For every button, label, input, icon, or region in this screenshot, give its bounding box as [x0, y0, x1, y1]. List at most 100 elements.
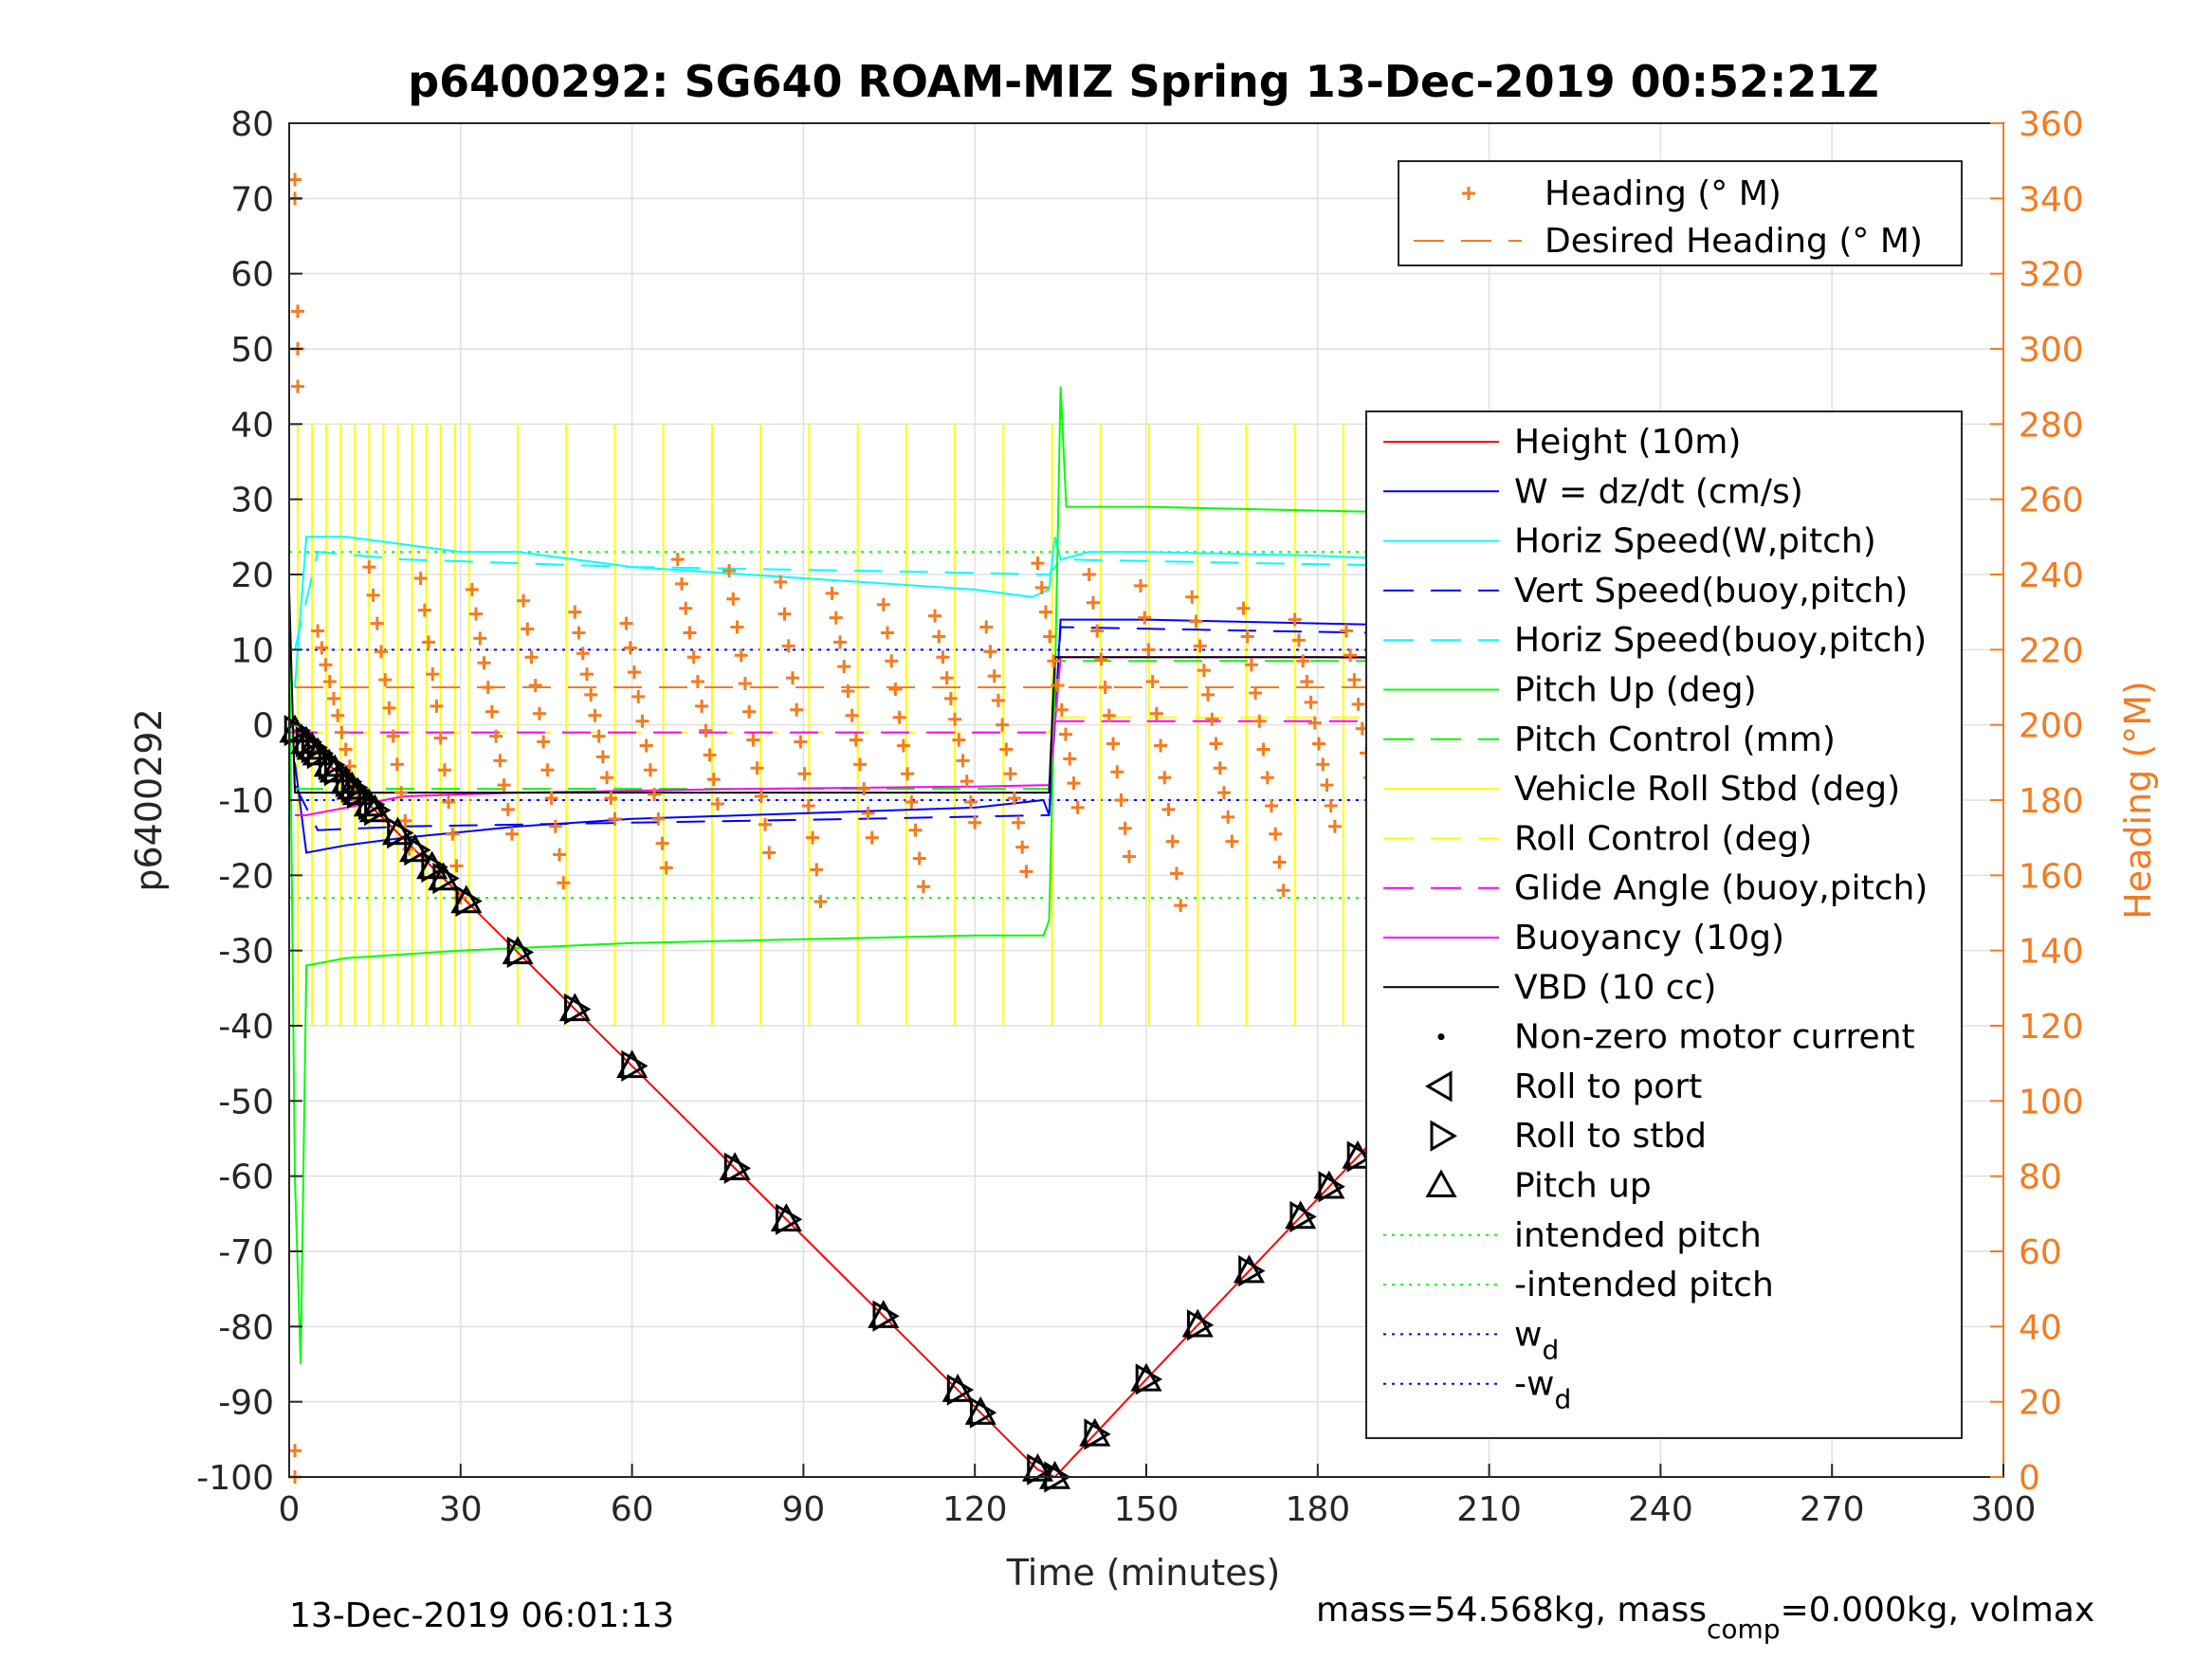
heading-marker [528, 679, 542, 693]
heading-marker [557, 876, 571, 890]
legend-label: Height (10m) [1514, 423, 1741, 462]
y2-tick-label: 120 [2019, 1008, 2084, 1047]
series-line [288, 589, 1838, 794]
heading-marker [1098, 681, 1112, 694]
y-tick-label: 30 [230, 482, 274, 520]
heading-marker [1189, 614, 1203, 629]
legend-top-box [1398, 160, 1963, 266]
heading-marker [987, 669, 1001, 684]
axis-ticks: 0 30 60 90 120 150 180 210 240 270 300-100-90-80-7… [196, 105, 2083, 1529]
heading-marker [853, 757, 868, 772]
y2-tick-label: 60 [2019, 1233, 2062, 1272]
heading-marker [1260, 771, 1274, 785]
x-tick-label: 300 [1971, 1490, 2037, 1529]
heading-marker [806, 830, 820, 845]
footer-timestamp: 13-Dec-2019 06:01:13 [289, 1596, 674, 1635]
heading-marker [568, 605, 582, 619]
heading-marker [1106, 737, 1121, 751]
legend-label-sub: d [1542, 1334, 1559, 1365]
heading-marker [631, 689, 646, 703]
y2-tick-label: 200 [2019, 707, 2084, 746]
heading-marker [794, 735, 808, 749]
heading-marker [366, 588, 380, 602]
heading-marker [659, 861, 673, 875]
y2-tick-label: 320 [2019, 256, 2084, 295]
heading-marker [996, 718, 1010, 732]
heading-marker [1236, 601, 1251, 615]
y2-tick-label: 20 [2019, 1384, 2062, 1423]
heading-marker [600, 771, 614, 785]
footer-mass-a: mass=54.568kg, mass [1316, 1591, 1707, 1630]
roll-stbd-marker [455, 884, 483, 918]
heading-marker [742, 704, 757, 719]
x-tick-label: 90 [781, 1490, 825, 1529]
roll-stbd-marker [1289, 1200, 1317, 1233]
legend-label: Roll to port [1514, 1067, 1702, 1106]
heading-marker [774, 574, 788, 589]
legend-label: Heading (° M) [1545, 174, 1782, 213]
heading-marker [1094, 652, 1108, 666]
heading-marker [1054, 702, 1069, 717]
heading-marker [777, 607, 792, 621]
heading-marker [1324, 798, 1338, 812]
heading-marker [437, 763, 451, 777]
heading-marker [1133, 578, 1147, 592]
roll-stbd-marker [1318, 1171, 1345, 1203]
heading-marker [394, 786, 409, 800]
legend-label: intended pitch [1514, 1216, 1762, 1255]
heading-marker [1012, 815, 1025, 830]
heading-marker [810, 863, 824, 877]
heading-marker [1122, 849, 1136, 864]
heading-marker [643, 763, 657, 777]
heading-marker [1158, 771, 1172, 785]
heading-marker [1320, 778, 1334, 793]
y2-tick-label: 240 [2019, 556, 2084, 595]
x-tick-label: 0 [279, 1490, 301, 1529]
legend-label: Horiz Speed(W,pitch) [1514, 522, 1876, 561]
heading-marker [952, 733, 966, 747]
heading-marker [291, 379, 305, 393]
y-axis-label: p6400292 [128, 708, 170, 891]
heading-marker [579, 667, 594, 682]
heading-marker [896, 738, 910, 753]
heading-marker [1213, 761, 1227, 775]
y-tick-label: -80 [218, 1308, 274, 1347]
pitch-up-marker [941, 1374, 974, 1402]
heading-marker [683, 626, 697, 640]
heading-marker [880, 626, 894, 640]
heading-marker [1161, 802, 1176, 816]
heading-marker [750, 761, 764, 775]
heading-marker [473, 631, 487, 646]
y-tick-label: -30 [218, 933, 274, 972]
heading-marker [505, 827, 520, 841]
pitch-up-marker [1233, 1254, 1266, 1284]
heading-marker [948, 712, 962, 726]
heading-marker [738, 677, 752, 691]
heading-marker [1288, 612, 1302, 627]
legend-label: -intended pitch [1514, 1266, 1774, 1304]
heading-marker [311, 624, 325, 638]
heading-marker [655, 836, 669, 850]
x-tick-label: 30 [439, 1490, 483, 1529]
legend-main: Height (10m) W = dz/dt (cm/s) Horiz Speed(… [1365, 410, 1963, 1439]
heading-marker [1070, 800, 1085, 814]
y2-tick-label: 40 [2019, 1308, 2062, 1347]
y-tick-label: 70 [230, 180, 274, 219]
heading-marker [1149, 706, 1163, 720]
heading-marker [908, 823, 923, 837]
footer-mass-b: =0.000kg, volmax [1781, 1591, 2095, 1630]
heading-marker [386, 729, 400, 743]
heading-marker [916, 880, 930, 894]
heading-marker [1138, 611, 1152, 625]
heading-marker [576, 647, 590, 661]
heading-marker [1082, 568, 1096, 581]
heading-marker [754, 790, 768, 804]
roll-stbd-marker [621, 1049, 649, 1083]
roll-stbd-marker [318, 749, 346, 781]
legend-label: Pitch Up (deg) [1514, 671, 1757, 710]
heading-marker [690, 675, 704, 689]
heading-marker [651, 811, 666, 826]
heading-marker [1256, 742, 1271, 757]
x-tick-label: 120 [942, 1490, 1008, 1529]
legend-label: Vert Speed(buoy,pitch) [1514, 572, 1908, 611]
